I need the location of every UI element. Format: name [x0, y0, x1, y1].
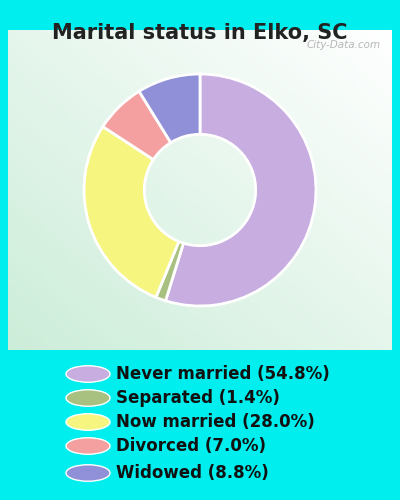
Text: Marital status in Elko, SC: Marital status in Elko, SC [52, 22, 348, 42]
Text: City-Data.com: City-Data.com [306, 40, 380, 50]
Circle shape [66, 414, 110, 430]
Circle shape [66, 465, 110, 481]
Circle shape [66, 390, 110, 406]
Text: Separated (1.4%): Separated (1.4%) [116, 389, 280, 407]
Text: Widowed (8.8%): Widowed (8.8%) [116, 464, 269, 482]
Wedge shape [156, 242, 184, 301]
Circle shape [66, 366, 110, 382]
Text: Now married (28.0%): Now married (28.0%) [116, 413, 315, 431]
Circle shape [66, 438, 110, 454]
Wedge shape [139, 74, 200, 142]
Text: Never married (54.8%): Never married (54.8%) [116, 365, 330, 383]
Wedge shape [103, 92, 171, 160]
Text: Divorced (7.0%): Divorced (7.0%) [116, 437, 266, 455]
Wedge shape [84, 126, 179, 298]
Wedge shape [166, 74, 316, 306]
